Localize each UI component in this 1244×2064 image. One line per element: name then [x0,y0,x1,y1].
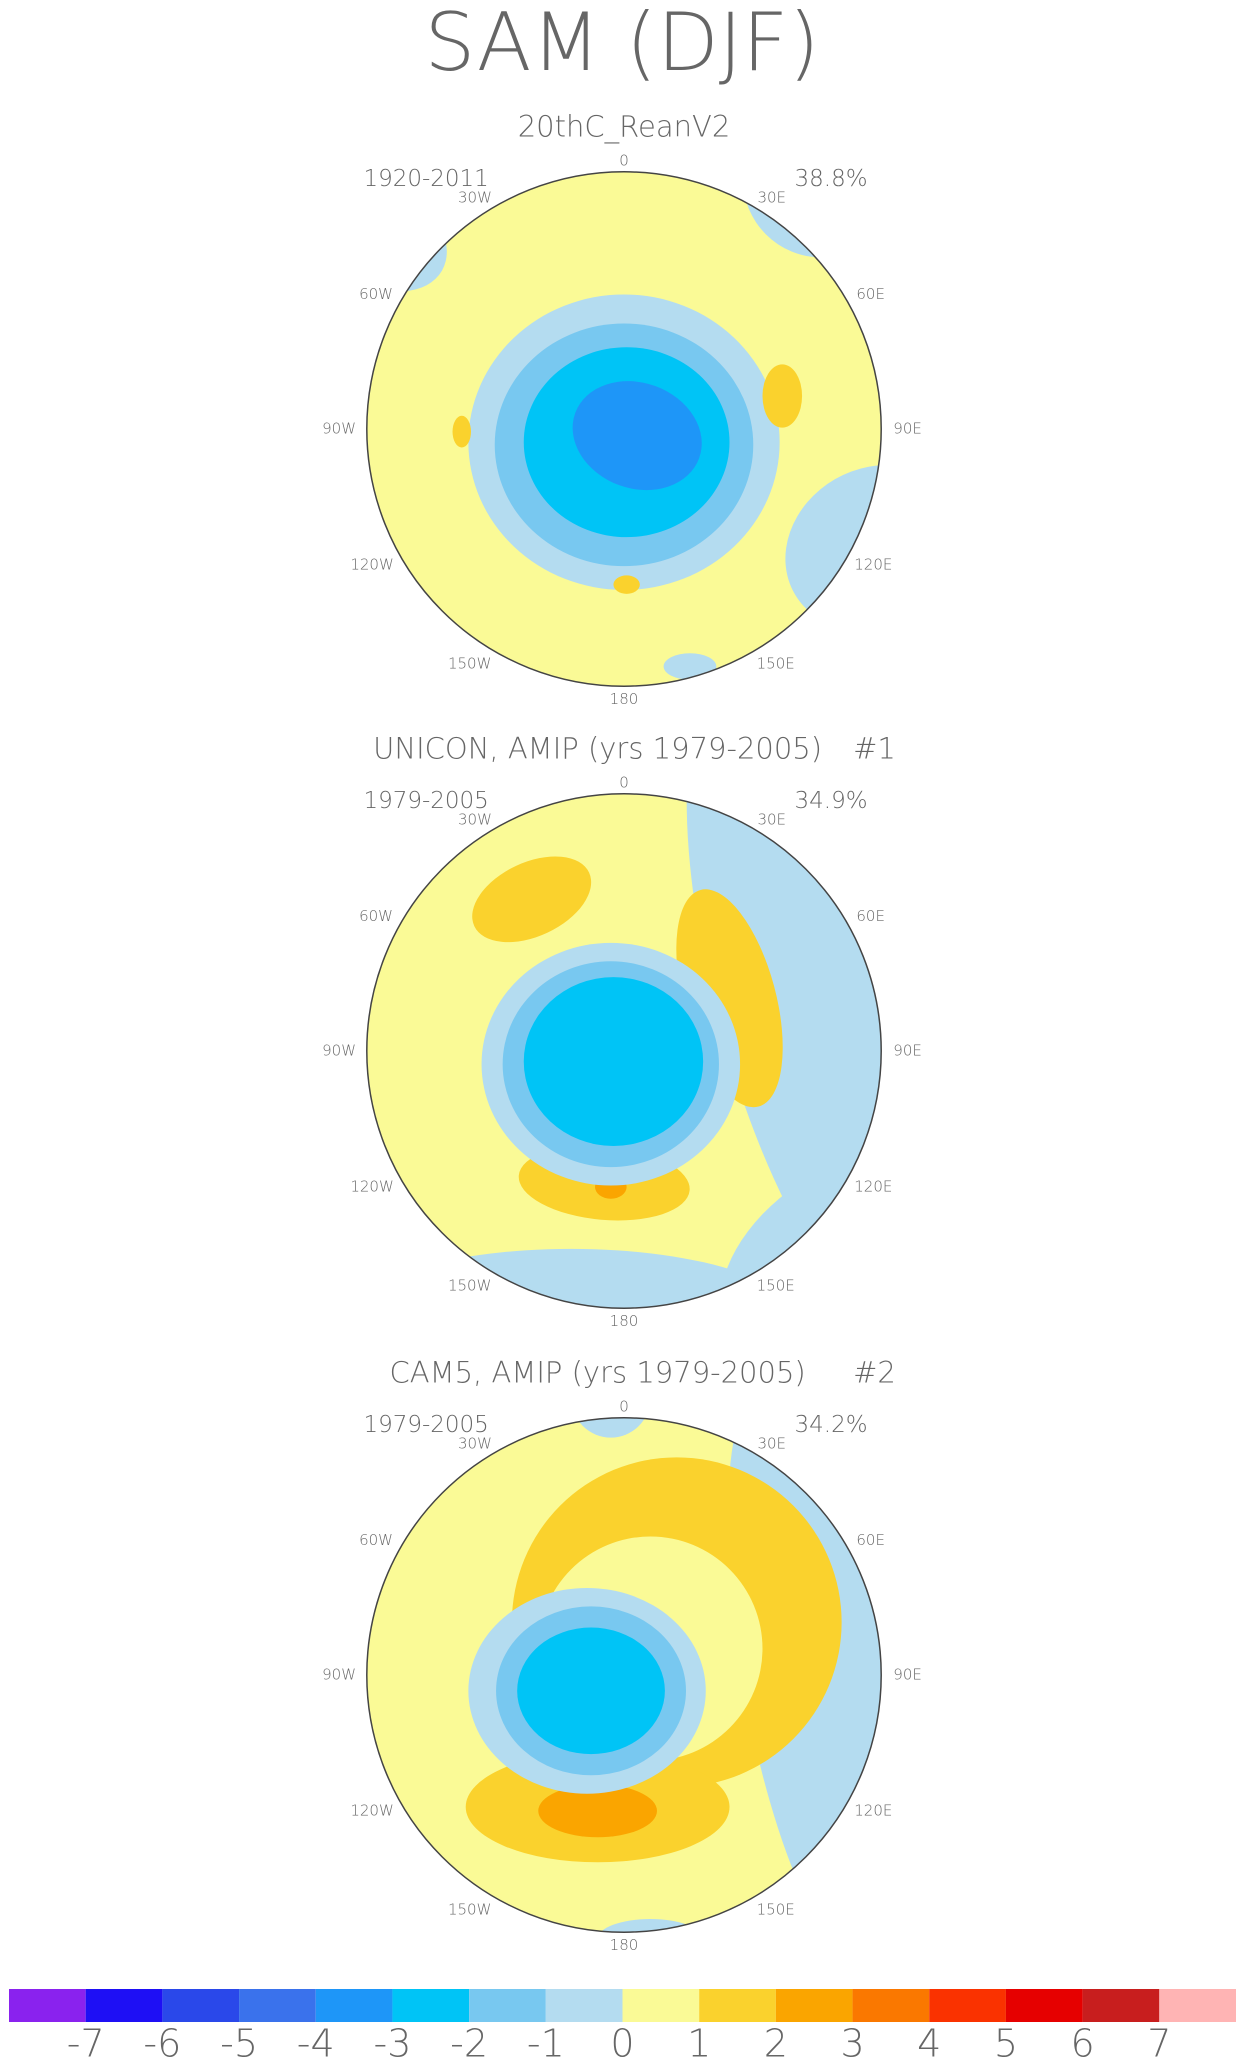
colorbar-box [699,1989,776,2022]
panel-number: #2 [853,1355,896,1389]
colorbar-box [85,1989,163,2022]
lon-label: 150W [448,1900,491,1918]
lon-label: 90E [893,1042,922,1060]
lon-label: 60E [856,907,885,925]
lon-label: 150W [448,654,491,672]
colorbar-label: -1 [527,2022,565,2064]
map-border [366,1417,882,1933]
colorbar-box [929,1989,1006,2022]
colorbar-label: -5 [220,2022,258,2064]
lon-label: 30W [458,811,492,829]
colorbar-label: 0 [610,2022,634,2064]
panel-number: #1 [853,731,896,765]
lon-label: 150E [757,654,795,672]
contour [472,856,592,943]
colorbar-label: -4 [297,2022,335,2064]
lon-label: 60W [359,1531,393,1549]
lon-label: 180 [610,1312,639,1330]
lon-label: 30E [757,1435,786,1453]
lon-label: 90E [893,1666,922,1684]
colorbar-label: 1 [687,2022,711,2064]
lon-label: 120E [854,1801,892,1819]
lon-label: 0 [619,152,629,170]
lon-label: 30W [458,189,492,207]
panel-title: UNICON, AMIP (yrs 1979-2005) [373,731,822,765]
lon-label: 120W [350,555,393,573]
lon-label: 90E [893,420,922,438]
colorbar-box [1005,1989,1083,2022]
colorbar-box [545,1989,623,2022]
colorbar-box [1159,1989,1236,2022]
lon-label: 150E [757,1900,795,1918]
variance: 34.9% [795,788,868,814]
colorbar-box [622,1989,700,2022]
colorbar-box [852,1989,930,2022]
panel-title: 20thC_ReanV2 [518,109,731,144]
colorbar-label: 5 [994,2022,1018,2064]
lon-label: 180 [610,1936,639,1954]
lon-label: 60E [856,1531,885,1549]
contour [762,364,803,428]
colorbar-box [392,1989,470,2022]
period: 1979-2005 [363,788,488,814]
lon-label: 90W [322,420,356,438]
colorbar-label: -7 [67,2022,105,2064]
lon-label: 30W [458,1435,492,1453]
lon-label: 120E [854,1177,892,1195]
lon-label: 90W [322,1042,356,1060]
contour [686,793,882,1309]
contour [517,1627,665,1755]
colorbar-label: -2 [450,2022,488,2064]
lon-label: 30E [757,811,786,829]
lon-label: 120E [854,555,892,573]
colorbar-box [469,1989,546,2022]
colorbar-box [162,1989,240,2022]
contour [452,415,471,448]
contour [538,1784,657,1838]
lon-label: 60W [359,285,393,303]
variance: 34.2% [795,1412,868,1438]
colorbar-label: 6 [1071,2022,1095,2064]
variance: 38.8% [795,166,868,192]
colorbar-label: -3 [373,2022,411,2064]
lon-label: 150W [448,1276,491,1294]
panel-title: CAM5, AMIP (yrs 1979-2005) [390,1355,806,1389]
contour [613,575,640,594]
lon-label: 150E [757,1276,795,1294]
lon-label: 90W [322,1666,356,1684]
colorbar-label: 3 [840,2022,864,2064]
lon-label: 60W [359,907,393,925]
colorbar-label: 2 [764,2022,788,2064]
contour [523,977,704,1146]
colorbar-box [315,1989,393,2022]
colorbar-label: 7 [1147,2022,1171,2064]
figure-title: SAM (DJF) [424,0,819,89]
colorbar-box [239,1989,316,2022]
contour [663,653,717,680]
map [366,1417,882,1933]
period: 1920-2011 [363,166,488,192]
map-border [366,793,882,1309]
contour [572,381,702,491]
colorbar-box [9,1989,86,2022]
colorbar-box [775,1989,853,2022]
lon-label: 180 [610,690,639,708]
lon-label: 0 [619,774,629,792]
map-border [366,171,882,687]
lon-label: 120W [350,1177,393,1195]
lon-label: 0 [619,1398,629,1416]
colorbar-label: -6 [143,2022,181,2064]
lon-label: 120W [350,1801,393,1819]
colorbar-box [1082,1989,1160,2022]
colorbar-label: 4 [917,2022,941,2064]
period: 1979-2005 [363,1412,488,1438]
lon-label: 60E [856,285,885,303]
lon-label: 30E [757,189,786,207]
